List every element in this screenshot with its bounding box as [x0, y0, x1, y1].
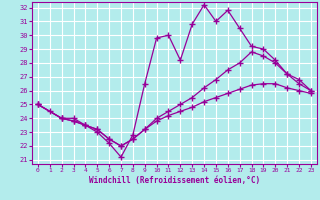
X-axis label: Windchill (Refroidissement éolien,°C): Windchill (Refroidissement éolien,°C) — [89, 176, 260, 185]
